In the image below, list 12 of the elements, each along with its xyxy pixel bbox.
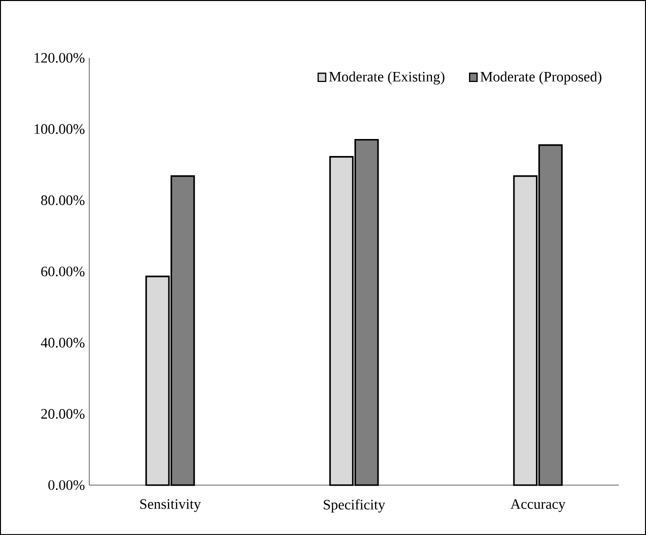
- y-tick-label: 40.00%: [40, 338, 84, 348]
- y-tick-label: 80.00%: [41, 195, 84, 206]
- y-tick-label: 60.00%: [41, 266, 84, 276]
- legend-label: Moderate (Proposed): [480, 71, 602, 84]
- y-tick-label: 0.00%: [48, 480, 84, 490]
- legend-label: Moderate (Existing): [329, 71, 444, 85]
- y-tick-label: 20.00%: [41, 408, 84, 419]
- x-tick-label: Accuracy: [510, 499, 566, 512]
- x-tick-label: Sensitivity: [140, 499, 201, 512]
- y-tick-label: 100.00%: [34, 124, 84, 134]
- x-tick-label: Specificity: [324, 499, 386, 512]
- y-tick-label: 120.00%: [34, 52, 84, 63]
